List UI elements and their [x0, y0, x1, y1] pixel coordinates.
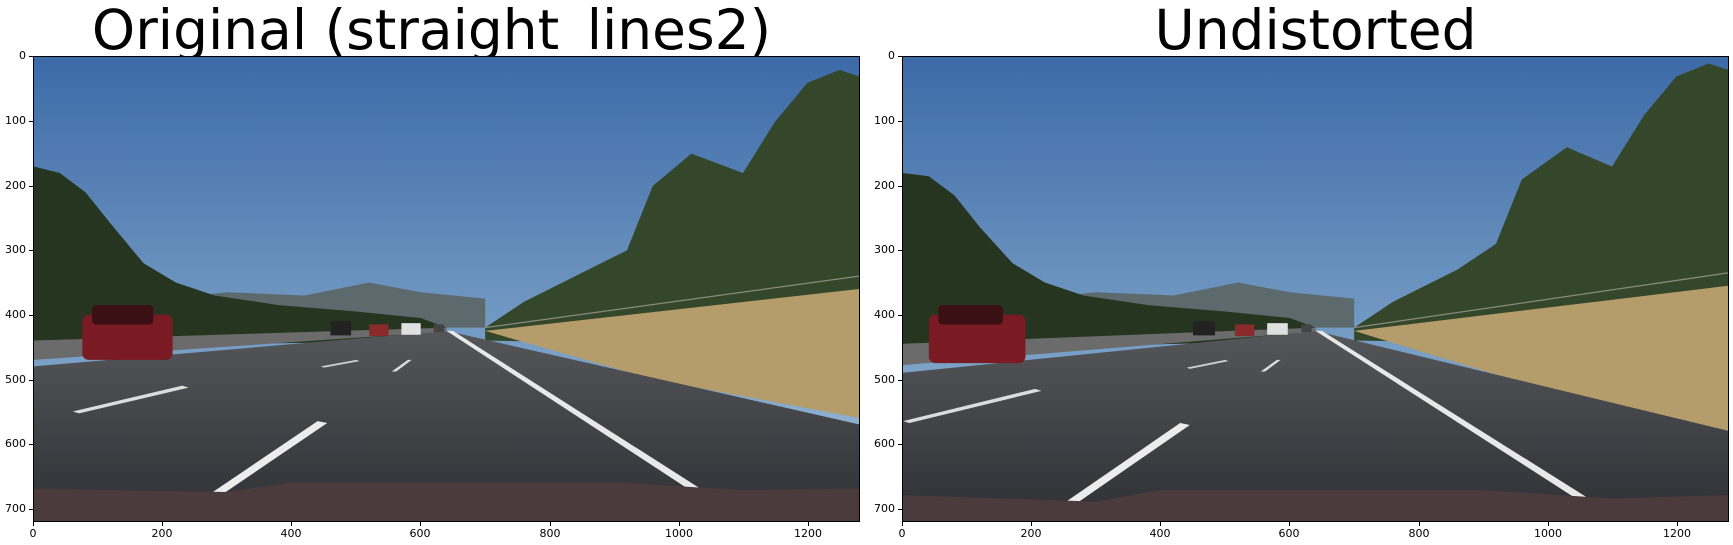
- panel-title: Original (straight_lines2): [91, 0, 772, 62]
- x-tick-label: 0: [898, 527, 906, 540]
- y-tick-label: 0: [888, 49, 895, 62]
- y-tick-label: 100: [874, 114, 895, 127]
- panel-title: Undistorted: [1154, 0, 1477, 62]
- x-tick-label: 200: [1020, 527, 1042, 540]
- x-tick-label: 1000: [665, 527, 693, 540]
- y-tick-label: 200: [5, 179, 26, 192]
- y-tick-label: 400: [874, 308, 895, 321]
- x-tick-label: 600: [409, 527, 431, 540]
- x-tick-label: 200: [151, 527, 173, 540]
- y-tick-label: 700: [874, 502, 895, 515]
- road-photo: [34, 57, 859, 521]
- road-photo: [903, 57, 1728, 521]
- x-tick-label: 1000: [1534, 527, 1562, 540]
- x-tick-label: 800: [539, 527, 561, 540]
- x-tick-label: 400: [1149, 527, 1171, 540]
- x-tick-label: 400: [280, 527, 302, 540]
- y-tick-label: 600: [874, 437, 895, 450]
- y-tick-label: 500: [874, 373, 895, 386]
- x-tick-label: 800: [1408, 527, 1430, 540]
- image-axes: [33, 56, 860, 522]
- y-tick-label: 0: [19, 49, 26, 62]
- y-tick-label: 300: [874, 243, 895, 256]
- x-tick-label: 1200: [1663, 527, 1691, 540]
- y-tick-label: 600: [5, 437, 26, 450]
- image-axes: [902, 56, 1729, 522]
- y-tick-label: 500: [5, 373, 26, 386]
- y-tick-label: 700: [5, 502, 26, 515]
- x-tick-label: 600: [1278, 527, 1300, 540]
- y-tick-label: 100: [5, 114, 26, 127]
- panel-original: Original (straight_lines2): [0, 0, 866, 545]
- y-tick-label: 200: [874, 179, 895, 192]
- y-tick-label: 400: [5, 308, 26, 321]
- x-tick-label: 1200: [794, 527, 822, 540]
- x-tick-label: 0: [29, 527, 37, 540]
- y-tick-label: 300: [5, 243, 26, 256]
- panel-undistorted: Undistorted: [867, 0, 1733, 545]
